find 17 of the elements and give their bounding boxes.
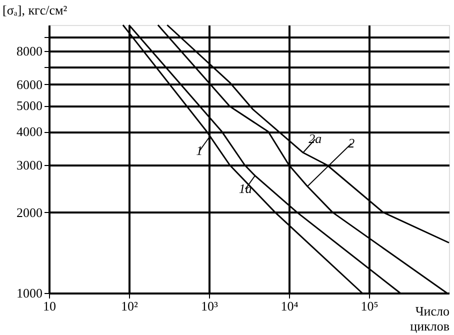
annotation: 2a (308, 131, 322, 146)
x-tick-label: 10³ (201, 298, 218, 314)
x-tick-label: 10⁴ (280, 298, 299, 314)
y-axis-title: [σₐ], кгс/см² (2, 2, 68, 18)
annotation: 2 (348, 135, 356, 150)
y-tick-label: 6000 (16, 76, 42, 92)
y-tick-label: 8000 (16, 43, 42, 58)
y-tick-label: 4000 (16, 124, 42, 140)
x-tick-label: 10 (43, 298, 56, 314)
x-tick-label: 10² (121, 298, 138, 314)
x-axis-title: Число циклов (410, 304, 450, 334)
annotation: 1a (238, 181, 252, 196)
y-tick-label: 2000 (16, 204, 42, 220)
y-tick-label: 1000 (16, 286, 42, 300)
y-tick-label: 5000 (16, 98, 42, 114)
x-tick-label: 10⁵ (360, 298, 378, 314)
y-tick-label: 3000 (16, 158, 42, 173)
